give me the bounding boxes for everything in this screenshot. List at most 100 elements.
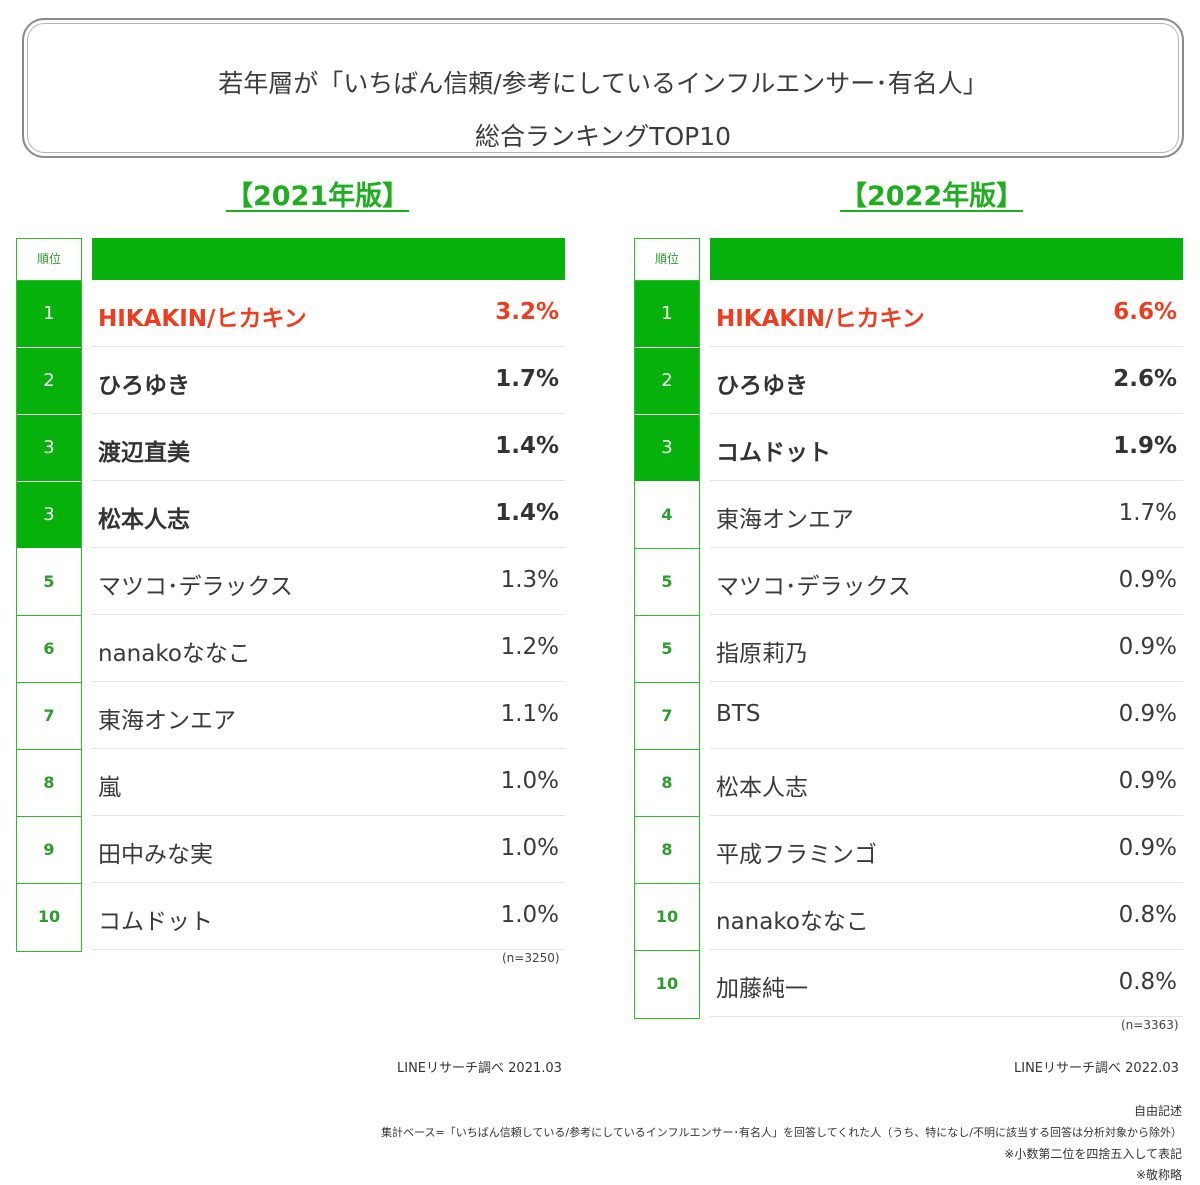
table-row: コムドット 1.9%: [710, 414, 1183, 481]
rank-cell: 3: [17, 482, 81, 549]
chart-title: 若年層が「いちばん信頼/参考にしているインフルエンサー･有名人」: [218, 69, 988, 98]
rank-cell: 4: [635, 482, 699, 549]
percentage-value: 1.1%: [500, 701, 559, 727]
table-row: nanakoななこ 0.8%: [710, 883, 1183, 950]
rank-cell: 10: [17, 884, 81, 951]
table-row: 嵐 1.0%: [92, 749, 565, 816]
influencer-name: 松本人志: [716, 775, 808, 801]
rank-cell: 7: [635, 683, 699, 750]
table-row: 東海オンエア 1.1%: [92, 682, 565, 749]
rank-cell: 10: [635, 951, 699, 1018]
rank-header: 順位: [17, 239, 81, 281]
table-row: 東海オンエア 1.7%: [710, 481, 1183, 548]
percentage-value: 1.0%: [500, 768, 559, 794]
influencer-name: 東海オンエア: [716, 507, 854, 533]
rank-cell: 6: [17, 616, 81, 683]
table-row: ひろゆき 2.6%: [710, 347, 1183, 414]
rank-cell: 3: [635, 415, 699, 482]
percentage-value: 1.7%: [495, 366, 559, 392]
percentage-value: 6.6%: [1113, 299, 1177, 325]
influencer-name: 渡辺直美: [98, 440, 190, 466]
rank-cell: 7: [17, 683, 81, 750]
percentage-value: 1.0%: [500, 835, 559, 861]
rank-cell: 3: [17, 415, 81, 482]
table-row: ひろゆき 1.7%: [92, 347, 565, 414]
rank-cell: 2: [17, 348, 81, 415]
sample-size-2021: (n=3250): [502, 951, 560, 965]
percentage-value: 0.9%: [1118, 701, 1177, 727]
header-bar: [710, 238, 1183, 280]
rank-column: 順位 1 2 3 4 5 5 7 8 8 10 10: [634, 238, 700, 1019]
table-row: HIKAKIN/ヒカキン 3.2%: [92, 280, 565, 347]
influencer-name: HIKAKIN/ヒカキン: [716, 306, 925, 332]
rank-cell: 2: [635, 348, 699, 415]
table-row: 松本人志 1.4%: [92, 481, 565, 548]
percentage-value: 1.0%: [500, 902, 559, 928]
footnote-base: 集計ベース=「いちばん信頼している/参考にしているインフルエンサー･有名人」を回…: [381, 1126, 1182, 1139]
percentage-value: 0.8%: [1118, 902, 1177, 928]
influencer-name: ひろゆき: [716, 373, 808, 399]
rank-cell: 1: [635, 281, 699, 348]
table-row: HIKAKIN/ヒカキン 6.6%: [710, 280, 1183, 347]
table-row: 松本人志 0.9%: [710, 749, 1183, 816]
influencer-name: BTS: [716, 701, 761, 727]
table-row: コムドット 1.0%: [92, 883, 565, 950]
influencer-name: HIKAKIN/ヒカキン: [98, 306, 307, 332]
source-2021: LINEリサーチ調べ 2021.03: [397, 1061, 562, 1076]
percentage-value: 1.4%: [495, 500, 559, 526]
rank-cell: 5: [17, 549, 81, 616]
footnote-free-text: 自由記述: [1133, 1104, 1182, 1118]
influencer-name: ひろゆき: [98, 373, 190, 399]
rank-header: 順位: [635, 239, 699, 281]
table-row: マツコ･デラックス 1.3%: [92, 548, 565, 615]
influencer-name: nanakoななこ: [716, 909, 869, 935]
influencer-name: 指原莉乃: [716, 641, 808, 667]
percentage-value: 0.9%: [1118, 634, 1177, 660]
percentage-value: 0.9%: [1118, 835, 1177, 861]
rank-cell: 9: [17, 817, 81, 884]
influencer-name: 平成フラミンゴ: [716, 842, 877, 868]
influencer-name: 東海オンエア: [98, 708, 236, 734]
rank-cell: 5: [635, 549, 699, 616]
table-row: nanakoななこ 1.2%: [92, 615, 565, 682]
chart-subtitle: 総合ランキングTOP10: [474, 122, 732, 151]
rank-column: 順位 1 2 3 3 5 6 7 8 9 10: [16, 238, 82, 952]
percentage-value: 1.9%: [1113, 433, 1177, 459]
percentage-value: 1.7%: [1118, 500, 1177, 526]
percentage-value: 0.9%: [1118, 567, 1177, 593]
percentage-value: 1.4%: [495, 433, 559, 459]
percentage-value: 2.6%: [1113, 366, 1177, 392]
table-row: BTS 0.9%: [710, 682, 1183, 749]
rank-cell: 8: [635, 750, 699, 817]
influencer-name: nanakoななこ: [98, 641, 251, 667]
percentage-value: 1.2%: [500, 634, 559, 660]
table-row: 指原莉乃 0.9%: [710, 615, 1183, 682]
percentage-value: 0.8%: [1118, 969, 1177, 995]
sample-size-2022: (n=3363): [1121, 1018, 1179, 1032]
influencer-name: コムドット: [716, 440, 831, 466]
percentage-value: 1.3%: [500, 567, 559, 593]
table-row: 平成フラミンゴ 0.9%: [710, 816, 1183, 883]
influencer-name: 加藤純一: [716, 976, 808, 1002]
table-row: 渡辺直美 1.4%: [92, 414, 565, 481]
influencer-name: 松本人志: [98, 507, 190, 533]
rank-cell: 10: [635, 884, 699, 951]
title-box: 若年層が「いちばん信頼/参考にしているインフルエンサー･有名人」 総合ランキング…: [22, 18, 1184, 158]
year-heading-2021: 【2021年版】: [226, 181, 410, 212]
year-heading-2022: 【2022年版】: [840, 181, 1024, 212]
footnote-rounding: ※小数第二位を四捨五入して表記: [1004, 1147, 1182, 1161]
rank-cell: 8: [17, 750, 81, 817]
table-row: マツコ･デラックス 0.9%: [710, 548, 1183, 615]
table-row: 加藤純一 0.8%: [710, 950, 1183, 1017]
source-2022: LINEリサーチ調べ 2022.03: [1014, 1061, 1179, 1076]
rank-cell: 5: [635, 616, 699, 683]
influencer-name: マツコ･デラックス: [98, 574, 293, 600]
percentage-value: 3.2%: [495, 299, 559, 325]
influencer-name: コムドット: [98, 909, 213, 935]
header-bar: [92, 238, 565, 280]
influencer-name: 田中みな実: [98, 842, 213, 868]
footnote-honorifics: ※敬称略: [1135, 1168, 1182, 1182]
influencer-name: 嵐: [98, 775, 121, 801]
rank-cell: 1: [17, 281, 81, 348]
table-row: 田中みな実 1.0%: [92, 816, 565, 883]
